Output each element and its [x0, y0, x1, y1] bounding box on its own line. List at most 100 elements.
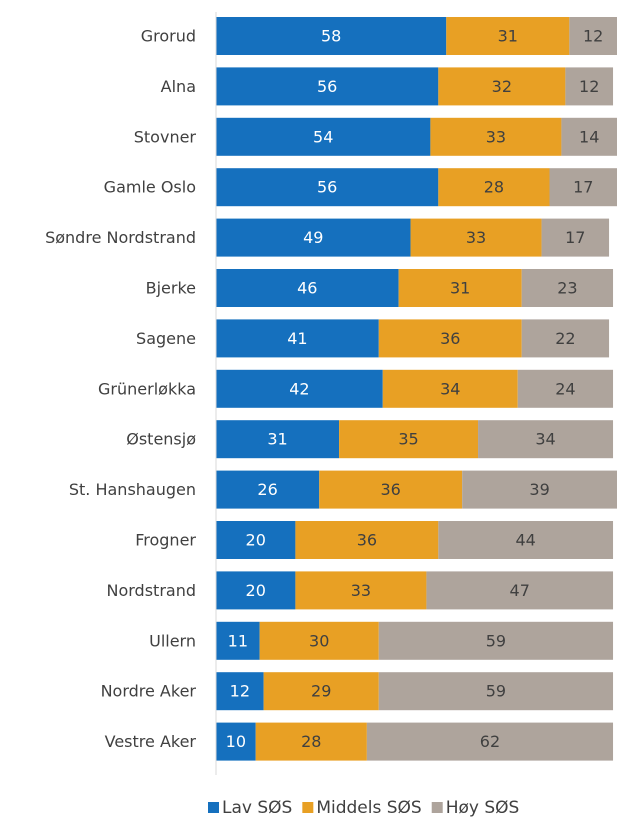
value-label: 34: [535, 430, 555, 449]
category-label: Gamle Oslo: [104, 178, 196, 197]
category-label: St. Hanshaugen: [69, 480, 196, 499]
bar-segment: [295, 571, 427, 610]
bar-segment: [216, 269, 399, 307]
bar-segment: [521, 269, 614, 307]
bar-segment: [216, 420, 340, 459]
bar-segment: [216, 470, 320, 509]
value-label: 20: [246, 581, 266, 600]
bar-segment: [295, 521, 439, 559]
bar-segment: [430, 117, 562, 156]
category-label: Grünerløkka: [98, 379, 196, 398]
value-label: 17: [573, 178, 593, 197]
bar-segment: [216, 722, 256, 761]
category-label: Grorud: [141, 27, 196, 46]
category-label: Alna: [161, 77, 196, 96]
bar-segment: [216, 117, 431, 156]
value-label: 49: [303, 228, 323, 247]
bar-segment: [438, 67, 566, 106]
value-label: 17: [565, 228, 585, 247]
value-label: 41: [287, 329, 307, 348]
bar-segment: [216, 521, 296, 559]
legend-label: Lav SØS: [222, 798, 292, 818]
bar-segment: [216, 672, 264, 711]
bar-segment: [378, 319, 522, 358]
value-label: 12: [579, 77, 599, 96]
bar-segment: [521, 319, 610, 358]
category-label: Nordre Aker: [101, 682, 197, 701]
legend-swatch: [302, 802, 314, 813]
bar-segment: [216, 571, 296, 610]
value-label: 26: [257, 480, 277, 499]
bar-segment: [339, 420, 479, 459]
value-label: 11: [228, 631, 248, 650]
bar-segment: [446, 17, 570, 55]
value-label: 39: [529, 480, 549, 499]
value-label: 56: [317, 77, 337, 96]
value-label: 12: [230, 682, 250, 701]
category-label: Sagene: [136, 329, 196, 348]
value-label: 59: [486, 631, 506, 650]
bar-segment: [255, 722, 367, 761]
category-label: Stovner: [134, 127, 197, 146]
value-label: 44: [516, 531, 536, 550]
bar-segment: [216, 67, 439, 106]
bar-segment: [378, 672, 614, 711]
bar-segment: [438, 168, 550, 207]
value-label: 54: [313, 127, 333, 146]
value-label: 33: [351, 581, 371, 600]
legend-label: Middels SØS: [316, 798, 421, 818]
value-label: 42: [289, 379, 309, 398]
category-label: Frogner: [135, 531, 196, 550]
bar-segment: [319, 470, 463, 509]
value-label: 10: [226, 732, 246, 751]
bar-segment: [382, 369, 518, 408]
bar-segment: [216, 17, 447, 55]
bar-segment: [216, 319, 379, 358]
value-label: 36: [381, 480, 401, 499]
bar-segment: [216, 621, 260, 660]
category-label: Søndre Nordstrand: [45, 228, 196, 247]
bar-segment: [410, 218, 542, 257]
value-label: 36: [440, 329, 460, 348]
bar-segment: [216, 168, 439, 207]
value-label: 12: [583, 27, 603, 46]
bar-segment: [569, 17, 617, 55]
value-label: 30: [309, 631, 329, 650]
value-label: 32: [492, 77, 512, 96]
value-label: 31: [450, 279, 470, 298]
value-label: 35: [398, 430, 418, 449]
value-label: 31: [498, 27, 518, 46]
category-label: Vestre Aker: [105, 732, 197, 751]
value-label: 31: [267, 430, 287, 449]
bar-segment: [216, 218, 411, 257]
value-label: 29: [311, 682, 331, 701]
bar-segment: [398, 269, 522, 307]
value-label: 20: [246, 531, 266, 550]
value-label: 23: [557, 279, 577, 298]
category-label: Ullern: [149, 631, 196, 650]
bar-segment: [565, 67, 614, 106]
bar-segment: [378, 621, 614, 660]
value-label: 59: [486, 682, 506, 701]
bar-segment: [541, 218, 610, 257]
bar-segment: [259, 621, 379, 660]
bar-segment: [263, 672, 379, 711]
value-label: 58: [321, 27, 341, 46]
bar-segment: [438, 521, 614, 559]
bar-segment: [462, 470, 617, 509]
value-label: 47: [510, 581, 530, 600]
value-label: 56: [317, 178, 337, 197]
value-label: 14: [579, 127, 599, 146]
value-label: 46: [297, 279, 317, 298]
category-label: Bjerke: [146, 279, 196, 298]
bar-segment: [561, 117, 617, 156]
category-label: Nordstrand: [107, 581, 197, 600]
bar-segment: [549, 168, 617, 207]
legend-swatch: [431, 802, 443, 813]
value-label: 34: [440, 379, 460, 398]
bar-segment: [216, 369, 383, 408]
category-label: Østensjø: [126, 430, 196, 449]
value-label: 33: [486, 127, 506, 146]
bar-segment: [517, 369, 614, 408]
